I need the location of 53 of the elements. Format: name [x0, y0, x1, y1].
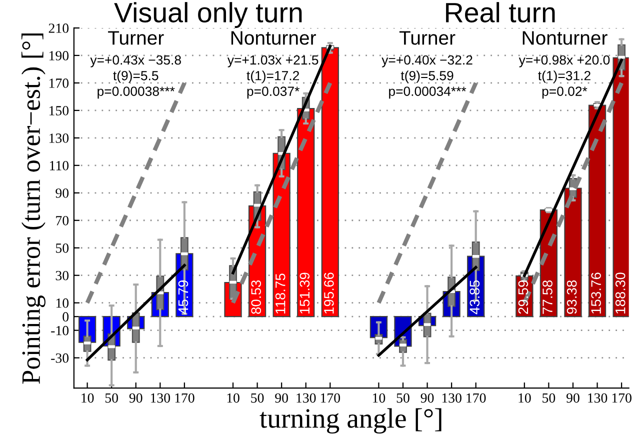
y-tick-label: 0	[62, 312, 69, 322]
annotation: Turner y=+0.40x −32.2 t(9)=5.59 p=0.00034***	[382, 31, 472, 99]
x-tick-label: 10	[372, 393, 386, 403]
y-axis-title: Pointing error (turn over−est.) [°]	[21, 33, 46, 384]
data-label: 151.39	[300, 272, 310, 314]
y-tick-label: -10	[51, 326, 69, 336]
x-tick-label: 90	[420, 393, 434, 403]
y-tick-label: 170	[49, 78, 69, 88]
y-tick-label: 10	[56, 298, 69, 308]
x-tick-label: 170	[175, 393, 194, 403]
x-tick-label: 130	[588, 393, 608, 403]
data-label: 77.58	[542, 280, 552, 314]
x-tick-label: 90	[566, 393, 580, 403]
data-label: 118.75	[275, 274, 286, 314]
data-label: 80.53	[251, 280, 262, 314]
annotation: Visual only turn	[114, 2, 302, 28]
x-tick-label: 10	[82, 393, 94, 403]
y-tick-label: 30	[56, 270, 69, 280]
y-tick-label: 90	[56, 188, 69, 198]
x-axis-title: turning angle [°]	[260, 408, 442, 434]
text: Real turn	[446, 2, 555, 22]
annotation: Nonturner y=+0.98x +20.0 t(1)=31.2 p=0.02*	[518, 31, 610, 99]
y-tick-label: 50	[56, 243, 69, 253]
x-tick-label: 10	[518, 393, 531, 403]
data-label: 45.79	[178, 280, 188, 314]
data-label: 43.85	[470, 280, 480, 314]
x-tick-label: 10	[227, 393, 240, 403]
x-tick-label: 130	[150, 393, 170, 403]
x-tick-label: 90	[129, 393, 142, 403]
x-tick-label: 50	[251, 393, 264, 403]
x-tick-label: 50	[396, 393, 410, 403]
y-tick-label: 70	[56, 216, 69, 226]
data-label: 29.59	[518, 280, 528, 314]
y-tick-label: 130	[49, 134, 69, 143]
data-label: 93.38	[566, 280, 577, 314]
x-tick-label: 130	[442, 393, 462, 403]
y-tick-label: 150	[49, 106, 69, 116]
x-tick-label: 170	[466, 393, 486, 403]
data-label: 188.30	[615, 272, 626, 314]
y-tick-label: -30	[51, 353, 69, 363]
x-tick-label: 170	[612, 393, 632, 403]
x-tick-label: 170	[320, 393, 340, 403]
data-label: 195.66	[324, 272, 334, 314]
data-label: 153.76	[591, 272, 601, 314]
x-tick-label: 50	[105, 393, 118, 403]
x-tick-label: 50	[542, 393, 556, 403]
x-tick-label: 90	[275, 393, 288, 403]
y-tick-label: 190	[49, 51, 69, 60]
annotation: Turner y=+0.43x −35.8 t(9)=5.5 p=0.00038***	[90, 31, 181, 99]
y-tick-label: 210	[48, 24, 69, 33]
x-tick-label: 130	[296, 393, 316, 403]
y-tick-label: 110	[50, 160, 69, 170]
annotation: Nonturner y=+1.03x +21.5 t(1)=17.2 p=0.037*	[227, 31, 318, 99]
